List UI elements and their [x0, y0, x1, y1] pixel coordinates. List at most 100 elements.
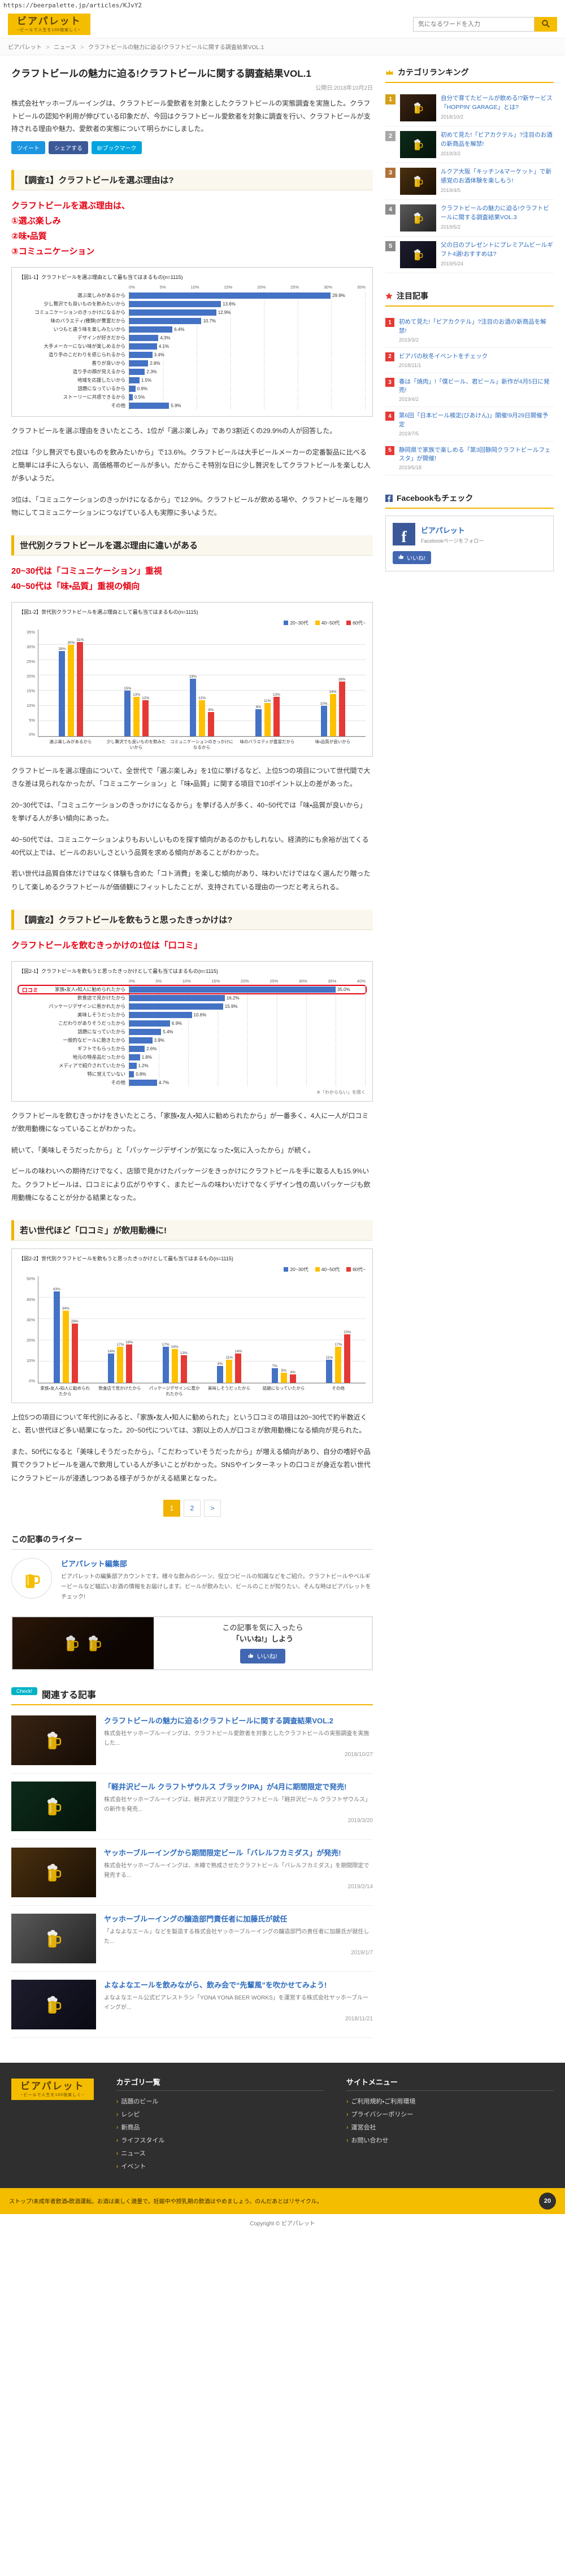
tweet-button[interactable]: ツイート [11, 141, 45, 155]
featured-item[interactable]: 1 初めて見た!「ビアカクテル」?注目のお酒の新商品を解禁! 2019/3/2 [385, 313, 554, 348]
featured-item[interactable]: 5 静岡県で家族で楽しめる「第3回静岡クラフトビールフェスタ」が開催! 2019/5… [385, 442, 554, 476]
footer-logo-link[interactable]: ビアパレット ~ビールで人生を100倍楽しく~ [11, 2078, 94, 2101]
bar-category-label: 話題になっているから [77, 385, 125, 391]
related-article-item[interactable]: クラフトビールの魅力に迫る!クラフトビールに関する調査結果VOL.2 株式会社ヤッ… [11, 1708, 373, 1774]
facebook-page-plugin[interactable]: f ビアパレット Facebookページをフォロー いいね! [385, 516, 554, 572]
ranking-item[interactable]: 5 父の日のプレゼントにプレミアムビールギフト4選!おすすめは? 2019/5/24 [385, 237, 554, 274]
page-button-1[interactable]: 1 [163, 1499, 180, 1517]
bar-category-label: 大手メーカーにない味が楽しめるから [44, 343, 125, 349]
search-input[interactable] [413, 17, 534, 32]
footer-link-item: › ご利用規約・ご利用環境 [346, 2097, 554, 2106]
featured-article-date: 2019/3/2 [399, 337, 419, 343]
featured-heading: 注目記事 [385, 290, 554, 307]
related-article-item[interactable]: ヤッホーブルーイングから期間限定ビール「バレルフカミダス」が発売! 株式会社ヤッホ… [11, 1840, 373, 1906]
ranking-article-link[interactable]: 自分で育てたビールが飲める!?新サービス「HOPPIN' GARAGE」とは? [441, 95, 553, 111]
bar-value-label: 17% [116, 1343, 124, 1347]
ranking-item[interactable]: 1 自分で育てたビールが飲める!?新サービス「HOPPIN' GARAGE」とは?… [385, 90, 554, 127]
facebook-page-like-button[interactable]: いいね! [393, 551, 431, 565]
bar-track: 4.1% [129, 343, 366, 351]
facebook-heading-label: Facebookもチェック [397, 494, 473, 503]
axis-tick-row: 0% 5% 10% 15% 20% 25% 30% 35% 40% [19, 979, 366, 985]
survey1-lead: クラフトビールを選ぶ理由は、 ①選ぶ楽しみ ②味・品質 ③コミュニケーション [11, 198, 373, 259]
axis-tick-row: 0% 5% 10% 15% 20% 25% 30% 35% [19, 285, 366, 291]
featured-item[interactable]: 2 ビアパの秋冬イベントをチェック 2018/11/1 [385, 348, 554, 374]
hatena-bookmark-button[interactable]: B!ブックマーク [92, 141, 142, 155]
bar [129, 1080, 157, 1086]
featured-item[interactable]: 3 春は「焼肉」!「僕ビール、君ビール」新作が4月5日に発売! 2019/4/2 [385, 373, 554, 408]
bar-value-label: 10.6% [193, 1012, 207, 1018]
related-article-item[interactable]: ヤッホーブルーイングの醸造部門責任者に加藤氏が就任「よなよなエール」などを製造す… [11, 1906, 373, 1972]
footer-category-link[interactable]: ニュース [121, 2150, 146, 2157]
footer-category-column: カテゴリ一覧 › 話題のビール › レシピ › 新商品 › ライフスタイル › ニュース › イベント [116, 2076, 324, 2175]
bar-value-label: 3.4% [154, 352, 164, 358]
related-article-description: 「よなよなエール」などを製造する株式会社ヤッホーブルーイングの醸造部門の責任者に… [104, 1929, 370, 1945]
related-article-link[interactable]: 「軽井沢ビール クラフトザウルス ブラックIPA」が4月に期間限定で発売! [104, 1782, 347, 1791]
footer-sitemenu-link[interactable]: プライバシーポリシー [351, 2111, 414, 2118]
lead-line: ③コミュニケーション [11, 247, 95, 257]
related-article-item[interactable]: 「軽井沢ビール クラフトザウルス ブラックIPA」が4月に期間限定で発売! 株式会… [11, 1774, 373, 1840]
writer-avatar[interactable] [11, 1557, 52, 1599]
writer-name-link[interactable]: ビアパレット編集部 [61, 1559, 127, 1568]
related-article-item[interactable]: よなよなエールを飲みながら、飲み会で“先輩風”を吹かせてみよう! よなよなエール公… [11, 1972, 373, 2038]
ranking-item[interactable]: 3 ルクア大阪「キッチン&マーケット」で新感覚のお酒体験を楽しもう! 2019/4/… [385, 163, 554, 200]
axis-tick-label: 5% [155, 979, 162, 984]
featured-article-link[interactable]: 初めて見た!「ビアカクテル」?注目のお酒の新商品を解禁! [399, 318, 546, 334]
featured-item[interactable]: 4 第6回「日本ビール検定(びあけん)」開催!9月29日開催予定 2019/7/5 [385, 407, 554, 442]
article-paragraph: ビールの味わいへの期待だけでなく、店頭で見かけたパッケージをきっかけにクラフトビ… [11, 1167, 371, 1202]
footer-category-link[interactable]: 新商品 [121, 2124, 140, 2131]
breadcrumb-category-link[interactable]: ニュース [54, 45, 76, 51]
featured-article-link[interactable]: 第6回「日本ビール検定(びあけん)」開催!9月29日開催予定 [399, 412, 549, 428]
next-page-button[interactable]: > [204, 1499, 221, 1517]
bar [129, 301, 221, 308]
ranking-article-link[interactable]: 初めて見た!「ビアカクテル」?注目のお酒の新商品を解禁! [441, 132, 553, 147]
footer-category-link[interactable]: レシピ [121, 2111, 140, 2118]
breadcrumb-home-link[interactable]: ビアパレット [8, 45, 42, 51]
axis-tick-label: 30% [26, 1317, 35, 1322]
footer-sitemenu-link[interactable]: ご利用規約・ご利用環境 [351, 2098, 416, 2105]
search-button[interactable] [534, 17, 557, 32]
site-logo-link[interactable]: ビアパレット ~ビールで人生を100倍楽しく~ [8, 14, 90, 36]
facebook-like-button[interactable]: いいね! [240, 1649, 285, 1664]
bar [129, 394, 133, 401]
footer-sitemenu-link[interactable]: お問い合わせ [351, 2137, 389, 2144]
ranking-item[interactable]: 4 クラフトビールの魅力に迫る!クラフトビールに関する調査結果VOL.3 2019/… [385, 200, 554, 237]
facebook-share-button[interactable]: シェアする [49, 141, 88, 155]
related-article-link[interactable]: クラフトビールの魅力に迫る!クラフトビールに関する調査結果VOL.2 [104, 1716, 333, 1725]
beer-glass-icon [414, 139, 423, 151]
bar [320, 706, 327, 737]
beer-glass-icon [414, 102, 423, 114]
related-article-link[interactable]: ヤッホーブルーイングの醸造部門責任者に加藤氏が就任 [104, 1914, 288, 1923]
footer-category-link[interactable]: ライフスタイル [121, 2137, 165, 2144]
facebook-like-label: いいね! [257, 1653, 277, 1661]
bar-value-label: 17% [334, 1343, 342, 1347]
ranking-article-link[interactable]: 父の日のプレゼントにプレミアムビールギフト4選!おすすめは? [441, 242, 553, 257]
featured-article-link[interactable]: ビアパの秋冬イベントをチェック [399, 352, 488, 360]
bar-value-label: 3.9% [154, 1038, 164, 1044]
bar-category-label: 美味しそうだったから [207, 1386, 250, 1391]
ranking-article-link[interactable]: ルクア大阪「キッチン&マーケット」で新感覚のお酒体験を楽しもう! [441, 168, 552, 184]
footer-category-link[interactable]: 話題のビール [121, 2098, 159, 2105]
bar-category-label: 少し贅沢でも良いものを飲みたいから [106, 739, 166, 750]
related-article-link[interactable]: ヤッホーブルーイングから期間限定ビール「バレルフカミダス」が発売! [104, 1848, 341, 1857]
related-article-description: 株式会社ヤッホーブルーイングは、木樽で熟成させたクラフトビール「バレルフカミダス… [104, 1863, 370, 1879]
footer-category-link[interactable]: イベント [121, 2163, 146, 2170]
footer-sitemenu-link[interactable]: 運営会社 [351, 2124, 376, 2131]
bar [329, 693, 336, 737]
facebook-page-name[interactable]: ビアパレット [421, 526, 465, 535]
featured-article-link[interactable]: 静岡県で家族で楽しめる「第3回静岡クラフトビールフェスタ」が開催! [399, 446, 551, 462]
article-thumbnail [400, 168, 436, 195]
page-button-2[interactable]: 2 [184, 1499, 201, 1517]
related-article-link[interactable]: よなよなエールを飲みながら、飲み会で“先輩風”を吹かせてみよう! [104, 1980, 327, 1989]
bar-value-label: 4.7% [158, 1080, 169, 1086]
chevron-right-icon: › [116, 2098, 119, 2105]
legend-item: 20~30代 [284, 1266, 308, 1273]
chart-bar-row: こだわりがありそうだったから 6.9% [19, 1020, 366, 1028]
bar-track: 1.5% [129, 377, 366, 385]
ranking-article-link[interactable]: クラフトビールの魅力に迫る!クラフトビールに関する調査結果VOL.3 [441, 205, 549, 221]
chart-bar-row: 造り手の顔が見えるから 2.3% [19, 368, 366, 376]
ranking-item[interactable]: 2 初めて見た!「ビアカクテル」?注目のお酒の新商品を解禁! 2019/3/2 [385, 126, 554, 164]
featured-article-link[interactable]: 春は「焼肉」!「僕ビール、君ビール」新作が4月5日に発売! [399, 378, 550, 394]
chart-bar-row: 一般的なビールに飽きたから 3.9% [19, 1037, 366, 1045]
axis-tick-label: 10% [26, 1358, 35, 1364]
bar-track: 5.4% [129, 1028, 366, 1036]
